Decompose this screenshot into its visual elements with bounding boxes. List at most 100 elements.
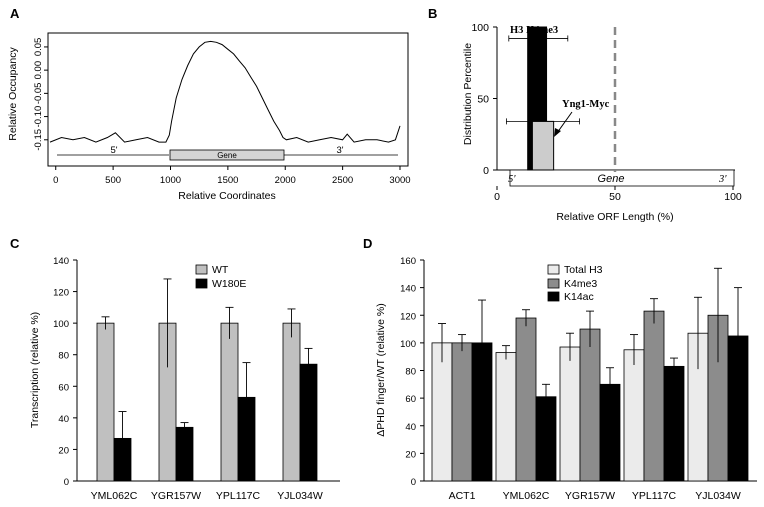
- panel-a-ylabel: Relative Occupancy: [7, 47, 19, 141]
- panel-c-ytick-label: 60: [58, 382, 69, 393]
- panel-d-ytick-label: 140: [400, 284, 416, 295]
- panel-d-legend-label-k4me3: K4me3: [564, 278, 597, 290]
- panel-c-ytick-label: 0: [64, 477, 69, 488]
- panel-d-ytick-label: 20: [405, 449, 416, 460]
- panel-d-bars: [431, 267, 749, 482]
- panel-a-five-prime: 5': [110, 145, 117, 156]
- panel-c-category-label: YML062C: [91, 490, 138, 502]
- panel-label-d: D: [363, 236, 372, 251]
- panel-d-category-label: YPL117C: [632, 490, 677, 502]
- panel-a-xtick-label: 3000: [389, 175, 410, 186]
- panel-b-chart: 5' Gene 3' 0 50 100 0 50 100 H3 K4me3 Yng1-My…: [462, 22, 742, 223]
- panel-a-three-prime: 3': [336, 145, 343, 156]
- panel-c-category-label: YGR157W: [151, 490, 201, 502]
- panel-c-ytick-label: 40: [58, 414, 69, 425]
- panel-b-ylabel: Distribution Percentile: [462, 43, 474, 145]
- panel-a-xtick-label: 2000: [275, 175, 296, 186]
- panel-a-xtick-label: 1000: [160, 175, 181, 186]
- panel-b-ytick-label: 0: [483, 165, 489, 177]
- panel-b-xtick-label: 50: [609, 191, 621, 203]
- panel-c-legend-swatch-wt: [195, 264, 208, 275]
- panel-d-bar: [495, 352, 517, 482]
- panel-d-bar: [623, 349, 645, 482]
- panel-a-xtick-label: 500: [105, 175, 121, 186]
- panel-d-legend-swatch-k4me3: [547, 278, 560, 289]
- panel-c-bar: [282, 322, 301, 482]
- panel-d-bar: [451, 342, 473, 482]
- panel-a-gene-label: Gene: [217, 151, 237, 160]
- panel-label-a: A: [10, 6, 20, 21]
- panel-b-arrow-head: [554, 128, 561, 137]
- panel-c-ytick-label: 140: [53, 256, 69, 267]
- panel-b-gene-box: [509, 169, 735, 187]
- panel-c-ytick-label: 80: [58, 351, 69, 362]
- panel-a-xtick-label: 0: [53, 175, 58, 186]
- panel-d-bar: [663, 365, 685, 482]
- panel-d-bar: [515, 317, 537, 482]
- panel-a-xtick-label: 2500: [332, 175, 353, 186]
- panel-a-xlabel: Relative Coordinates: [178, 190, 275, 202]
- panel-c-ytick-label: 100: [53, 319, 69, 330]
- panel-a-frame: [47, 32, 409, 167]
- panel-c-legend-swatch-w180e: [195, 278, 208, 289]
- panel-a-ytick-label: 0.05: [33, 38, 44, 57]
- panel-b-label-h3k4me3: H3 K4me3: [510, 25, 558, 36]
- panel-d-ylabel: ΔPHD finger/WT (relative %): [375, 303, 387, 436]
- panel-c-legend-label-wt: WT: [212, 264, 229, 276]
- panel-b-three-prime: 3': [718, 174, 727, 185]
- panel-a-gene-box: [169, 149, 285, 161]
- panel-d-ytick-label: 160: [400, 256, 416, 267]
- panel-a-axes: 0 500 1000 1500 2000 2500 3000 -0.15-0.10-0.05 0…: [33, 38, 411, 186]
- panel-b-xtick-label: 100: [724, 191, 742, 203]
- panel-b-arrow-line: [556, 111, 573, 134]
- panel-c-legend-label-w180e: W180E: [212, 278, 246, 290]
- panel-d-categories: ACT1 YML062C YGR157W YPL117C YJL034W: [449, 490, 741, 502]
- panel-c-bar: [96, 322, 115, 482]
- panel-d-bar: [643, 310, 665, 482]
- panel-a-chart: 0 500 1000 1500 2000 2500 3000 -0.15-0.10-0.05 0…: [7, 32, 411, 202]
- panel-d-ytick-label: 60: [405, 394, 416, 405]
- panel-b-ytick-label: 100: [471, 22, 489, 34]
- panel-d-category-label: YML062C: [503, 490, 550, 502]
- panel-d-legend-label-k14ac: K14ac: [564, 291, 594, 303]
- panel-b-bars: [506, 26, 580, 171]
- panel-label-c: C: [10, 236, 20, 251]
- panel-a-xtick-label: 1500: [217, 175, 238, 186]
- panel-c-categories: YML062C YGR157W YPL117C YJL034W: [91, 490, 323, 502]
- panel-d-axes: 0 20 40 60 80 100 120 140 160: [400, 256, 424, 488]
- panel-d-category-label: YGR157W: [565, 490, 615, 502]
- panel-d-legend-swatch-total-h3: [547, 264, 560, 275]
- panel-d-ytick-label: 40: [405, 422, 416, 433]
- panel-a-ytick-label: -0.05: [33, 83, 44, 105]
- panel-c-category-label: YJL034W: [277, 490, 323, 502]
- panel-c-chart: 0 20 40 60 80 100 120 140 YML062C YGR157W YPL117C…: [29, 256, 340, 502]
- panel-b-xtick-label: 0: [494, 191, 500, 203]
- panel-b-ytick-label: 50: [477, 94, 489, 106]
- panel-d-ytick-label: 0: [411, 477, 416, 488]
- panel-d-legend-swatch-k14ac: [547, 291, 560, 302]
- panel-c-bar: [175, 426, 194, 482]
- panel-a-ytick-label: -0.15: [33, 129, 44, 151]
- panel-b-five-prime: 5': [508, 174, 516, 185]
- panel-b-bar-yng1: [531, 120, 555, 171]
- panel-d-ytick-label: 100: [400, 339, 416, 350]
- panel-d-legend-label-total-h3: Total H3: [564, 264, 603, 276]
- panel-d-bar: [535, 396, 557, 482]
- panel-a-ytick-label: -0.10: [33, 106, 44, 128]
- panel-b-axes: 0 50 100 0 50 100: [471, 22, 741, 203]
- panel-d-bar: [431, 342, 453, 482]
- panel-c-bars: [96, 278, 318, 482]
- panel-d-chart: 0 20 40 60 80 100 120 140 160 ACT1 YML062C YGR157W…: [375, 256, 757, 502]
- panel-b-gene-label: Gene: [598, 173, 625, 185]
- panel-a-occupancy-line: [49, 40, 401, 143]
- panel-label-b: B: [428, 6, 437, 21]
- panel-d-bar: [579, 328, 601, 482]
- panel-c-bar: [220, 322, 239, 482]
- panel-d-bar: [559, 346, 581, 482]
- panel-b-label-yng1: Yng1-Myc: [562, 99, 610, 110]
- panel-d-category-label: YJL034W: [695, 490, 741, 502]
- panel-b-xlabel: Relative ORF Length (%): [556, 211, 673, 223]
- panel-d-ytick-label: 80: [405, 367, 416, 378]
- panel-d-category-label: ACT1: [449, 490, 476, 502]
